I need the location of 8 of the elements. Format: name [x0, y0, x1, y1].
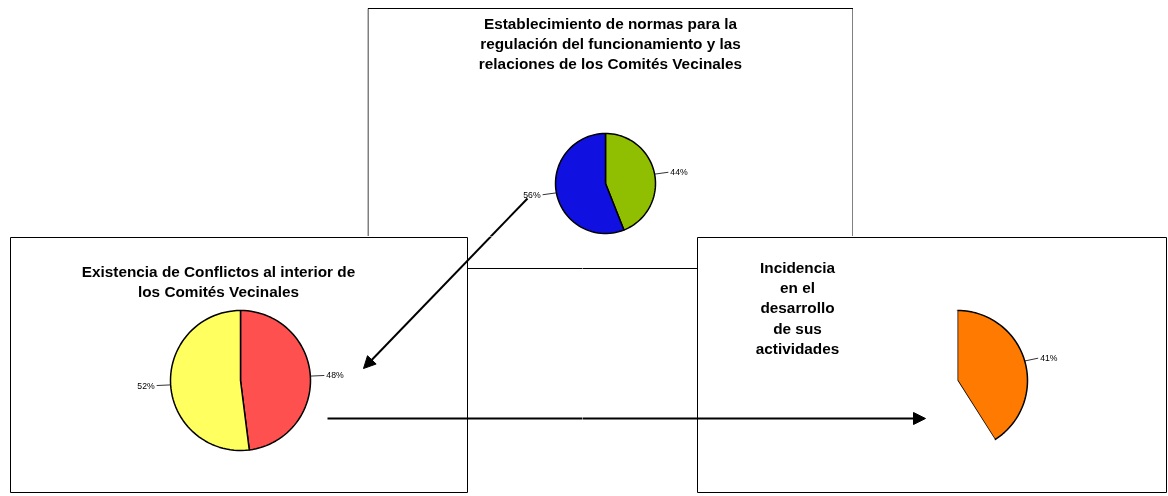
data-label: 48% [326, 370, 344, 381]
data-label: 41% [1040, 353, 1058, 364]
chart-title: Existencia de Conflictos al interior de los Comités Vecinales [81, 262, 356, 300]
chart-title: Establecimiento de normas para la regulación del funcionamiento y las relaciones de los Comités Vecinales [478, 14, 743, 73]
data-label: 52% [137, 380, 155, 391]
text: Incidencia en el desarrollo de sus actividades [755, 258, 840, 358]
data-label: 56% [523, 189, 541, 200]
data-label: 44% [670, 167, 688, 178]
